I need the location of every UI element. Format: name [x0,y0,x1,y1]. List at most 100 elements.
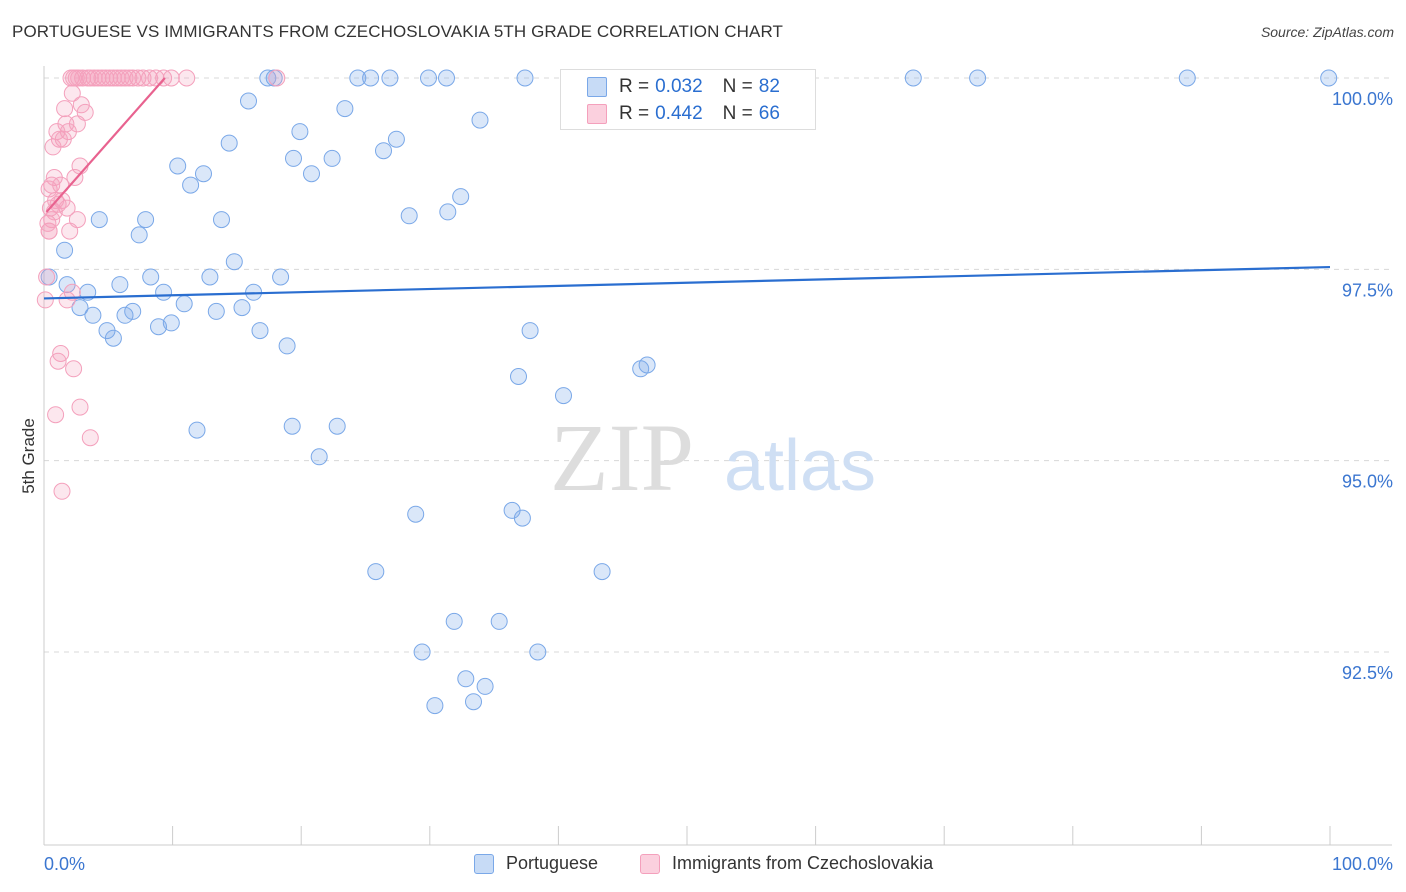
data-point[interactable] [555,387,572,405]
data-point[interactable] [72,96,90,114]
data-point[interactable] [71,157,89,175]
data-point[interactable] [90,211,108,229]
data-point[interactable] [251,322,269,340]
data-point[interactable] [142,268,160,286]
data-point[interactable] [516,69,534,87]
data-point[interactable] [182,176,200,194]
data-point[interactable] [638,356,656,374]
data-point[interactable] [76,103,94,121]
data-point[interactable] [362,69,380,87]
data-point[interactable] [124,302,142,320]
data-point[interactable] [116,306,134,324]
data-point[interactable] [68,211,86,229]
data-point[interactable] [476,677,494,695]
data-point[interactable] [155,283,173,301]
data-point[interactable] [510,368,527,385]
data-point[interactable] [400,207,418,225]
data-point[interactable] [130,226,148,244]
data-point[interactable] [58,199,76,217]
data-point[interactable] [81,429,99,447]
data-point[interactable] [175,295,193,313]
data-point[interactable] [56,241,74,259]
data-point[interactable] [40,222,58,240]
data-point[interactable] [45,203,63,221]
data-point[interactable] [56,100,74,118]
data-point[interactable] [349,69,367,87]
data-point[interactable] [207,302,225,320]
data-point[interactable] [323,149,341,167]
data-point[interactable] [303,165,320,183]
data-point[interactable] [413,643,431,661]
data-point[interactable] [220,134,238,152]
data-point[interactable] [162,69,180,87]
data-point[interactable] [291,123,309,141]
data-point[interactable] [52,345,70,362]
data-point[interactable] [134,69,152,87]
legend-item-portuguese[interactable]: Portuguese [474,853,598,874]
stats-swatch-czechoslovakia [587,104,607,124]
data-point[interactable] [490,612,508,630]
data-point[interactable] [328,417,346,435]
data-point[interactable] [438,69,455,87]
data-point[interactable] [1178,69,1196,87]
data-point[interactable] [445,612,463,630]
data-point[interactable] [71,299,89,317]
data-point[interactable] [178,69,196,87]
data-point[interactable] [283,417,301,435]
data-point[interactable] [225,253,243,271]
data-point[interactable] [36,291,54,309]
legend-item-czechoslovakia[interactable]: Immigrants from Czechoslovakia [640,853,933,874]
data-point[interactable] [310,448,328,466]
data-point[interactable] [452,188,470,206]
data-point[interactable] [65,360,83,378]
data-point[interactable] [53,482,71,500]
data-point[interactable] [84,306,102,324]
series-portuguese [40,69,1338,715]
data-point[interactable] [513,509,531,527]
data-point[interactable] [375,142,392,160]
data-point[interactable] [104,329,122,347]
data-point[interactable] [285,149,302,167]
data-point[interactable] [387,130,405,148]
data-point[interactable] [71,398,89,416]
data-point[interactable] [426,697,444,715]
data-point[interactable] [367,563,385,581]
data-point[interactable] [137,211,155,229]
data-point[interactable] [47,406,65,424]
data-point[interactable] [465,693,482,711]
data-point[interactable] [471,111,489,129]
data-point[interactable] [150,318,167,336]
data-point[interactable] [63,283,81,301]
data-point[interactable] [141,69,158,87]
data-point[interactable] [169,157,187,175]
data-point[interactable] [188,421,206,439]
data-point[interactable] [259,69,277,87]
data-point[interactable] [457,670,475,688]
data-point[interactable] [124,69,142,87]
data-point[interactable] [120,69,138,87]
data-point[interactable] [213,211,230,229]
data-point[interactable] [336,100,354,118]
data-point[interactable] [272,268,290,286]
data-point[interactable] [529,643,547,661]
data-point[interactable] [521,322,539,340]
data-point[interactable] [129,69,147,87]
data-point[interactable] [38,268,56,286]
data-point[interactable] [1320,69,1338,87]
data-point[interactable] [233,299,251,317]
data-point[interactable] [969,69,987,87]
data-point[interactable] [201,268,219,286]
data-point[interactable] [278,337,296,355]
data-point[interactable] [111,276,129,294]
data-point[interactable] [593,563,611,581]
data-point[interactable] [240,92,257,110]
data-point[interactable] [162,314,180,332]
data-point[interactable] [195,165,212,183]
data-point[interactable] [40,180,58,198]
data-point[interactable] [407,505,425,523]
data-point[interactable] [420,69,437,87]
data-point[interactable] [904,69,922,87]
data-point[interactable] [381,69,399,87]
data-point[interactable] [268,69,286,87]
data-point[interactable] [439,203,457,221]
